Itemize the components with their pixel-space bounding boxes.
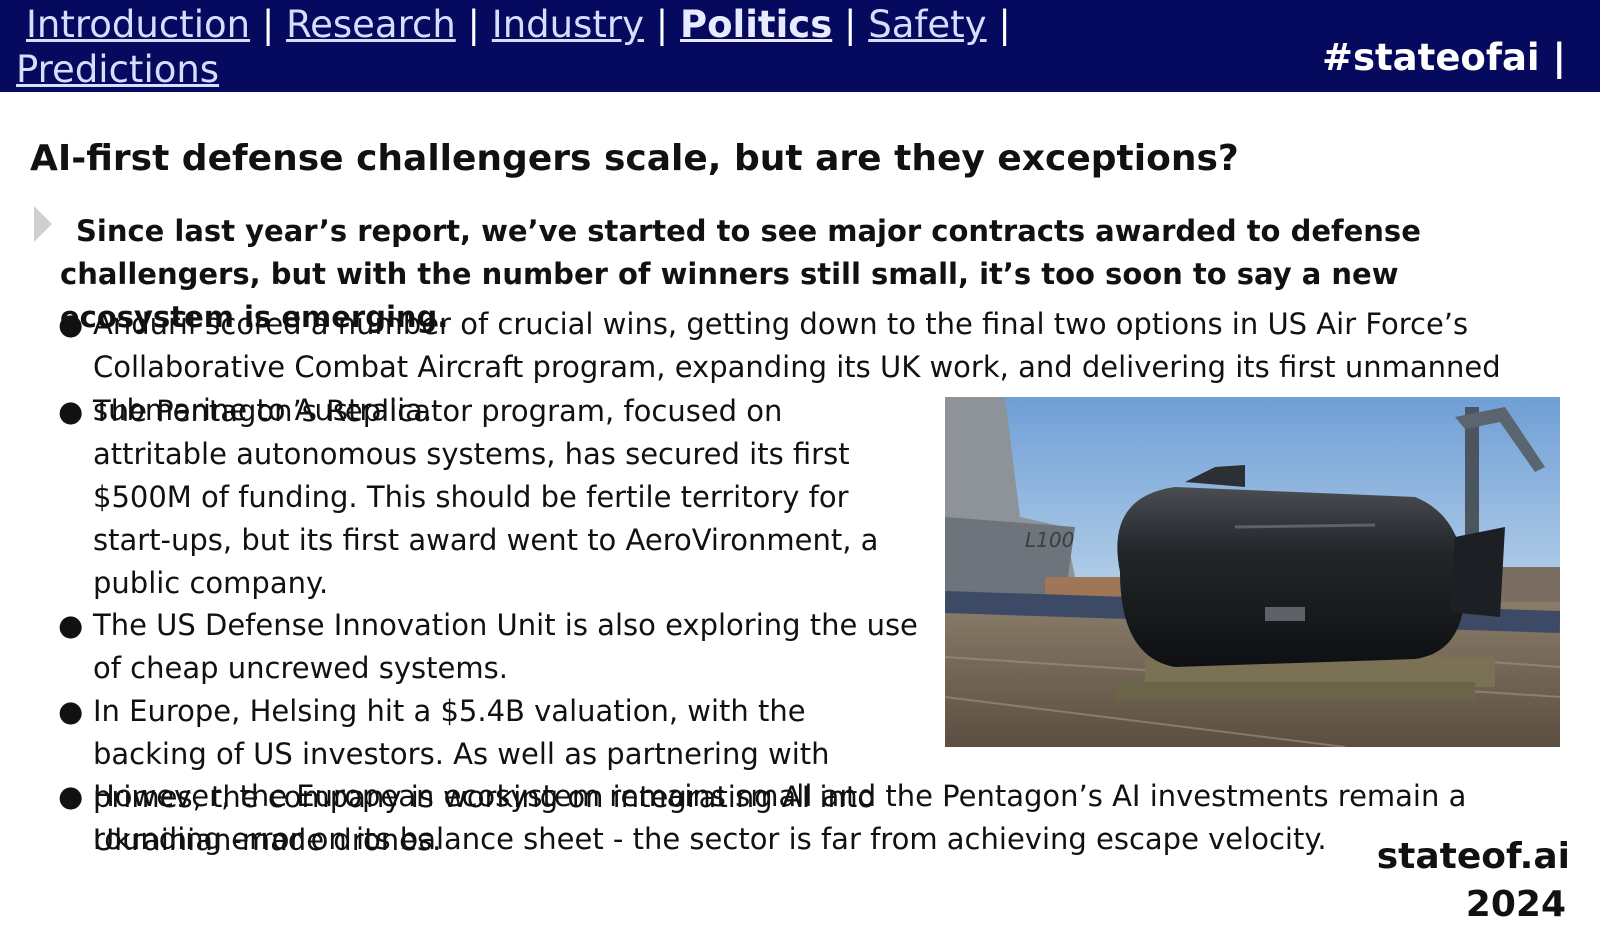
bullet-text: The Pentagon’s Replicator program, focus… xyxy=(93,394,879,600)
bullet-text: Anduril scored a number of crucial wins,… xyxy=(93,307,1501,427)
nav-separator: | xyxy=(843,3,857,46)
bullet-item: ● In Europe, Helsing hit a $5.4B valuati… xyxy=(58,690,918,862)
bullet-item: ● The Pentagon’s Replicator program, foc… xyxy=(58,390,918,605)
bullet-item: ● Anduril scored a number of crucial win… xyxy=(58,303,1588,432)
bullet-text: The US Defense Innovation Unit is also e… xyxy=(93,608,918,685)
report-year: 2024 xyxy=(1465,884,1566,925)
lead-summary: Since last year’s report, we’ve started … xyxy=(60,214,1421,334)
bullet-item: ● However, the European ecosystem remain… xyxy=(58,775,1578,861)
nav-separator: | xyxy=(261,3,275,46)
bullet-icon: ● xyxy=(58,394,84,428)
nav-link-politics[interactable]: Politics xyxy=(679,3,833,46)
hashtag-label: #stateofai | xyxy=(1321,36,1566,79)
nav-separator: | xyxy=(467,3,481,46)
nav-separator: | xyxy=(998,3,1011,46)
bullet-item: ● The US Defense Innovation Unit is also… xyxy=(58,604,918,690)
nav-link-industry[interactable]: Industry xyxy=(491,3,644,46)
nav-separator: | xyxy=(655,3,669,46)
nav-link-predictions[interactable]: Predictions xyxy=(16,48,220,91)
submarine-photo: L100 xyxy=(945,397,1560,747)
bullet-text: In Europe, Helsing hit a $5.4B valuation… xyxy=(93,694,876,857)
bullet-icon: ● xyxy=(58,779,84,813)
nav-link-safety[interactable]: Safety xyxy=(868,3,987,46)
section-nav: Introduction | Research | Industry | Pol… xyxy=(16,2,1096,92)
bullet-icon: ● xyxy=(58,608,84,642)
nav-link-introduction[interactable]: Introduction xyxy=(26,3,251,46)
bullet-icon: ● xyxy=(58,307,84,341)
top-navigation-bar: Introduction | Research | Industry | Pol… xyxy=(0,0,1600,92)
bullet-icon: ● xyxy=(58,694,84,728)
bullet-text: However, the European ecosystem remains … xyxy=(93,779,1467,856)
site-name: stateof.ai xyxy=(1376,836,1570,877)
hull-marking: L100 xyxy=(1025,528,1074,552)
nav-link-research[interactable]: Research xyxy=(286,3,456,46)
slide-title: AI-first defense challengers scale, but … xyxy=(30,138,1239,179)
arrow-icon xyxy=(34,206,52,242)
